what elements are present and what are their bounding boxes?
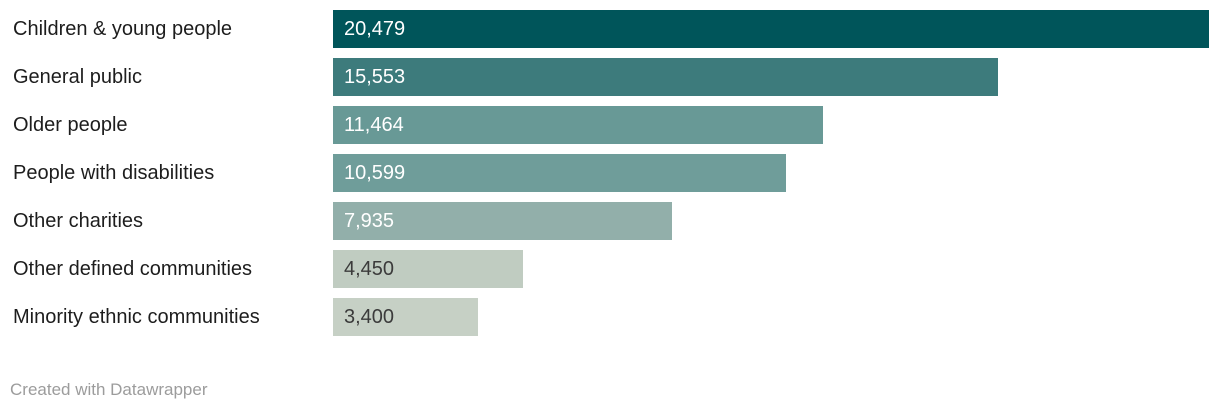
bar-row: People with disabilities 10,599 — [0, 149, 1220, 197]
bar: 7,935 — [333, 202, 672, 240]
bar-category-label: Other charities — [13, 210, 144, 232]
bar-category-label: General public — [13, 66, 142, 88]
bar-value-label: 20,479 — [344, 17, 406, 40]
bar: 15,553 — [333, 58, 998, 96]
bar: 10,599 — [333, 154, 786, 192]
bar-value-label: 11,464 — [344, 113, 404, 136]
bar-row: Other defined communities 4,450 — [0, 245, 1220, 293]
bar-rows: Children & young people 20,479 General p… — [0, 5, 1220, 341]
bar-value-label: 15,553 — [344, 65, 406, 88]
bar-category-label: Minority ethnic communities — [13, 306, 260, 328]
bar: 3,400 — [333, 298, 478, 336]
bar: 11,464 — [333, 106, 823, 144]
bar-category-label: Older people — [13, 114, 128, 136]
bar-row: Older people 11,464 — [0, 101, 1220, 149]
bar-value-label: 4,450 — [344, 257, 395, 280]
bar: 20,479 — [333, 10, 1209, 48]
bar-row: Children & young people 20,479 — [0, 5, 1220, 53]
bar-value-label: 3,400 — [344, 305, 395, 328]
bar-row: Minority ethnic communities 3,400 — [0, 293, 1220, 341]
bar-category-label: Children & young people — [13, 18, 233, 40]
bar-row: General public 15,553 — [0, 53, 1220, 101]
bar-category-label: Other defined communities — [13, 258, 253, 280]
bar-value-label: 10,599 — [344, 161, 406, 184]
datawrapper-credit-link[interactable]: Created with Datawrapper — [10, 380, 208, 399]
bar-category-label: People with disabilities — [13, 162, 215, 184]
bar-row: Other charities 7,935 — [0, 197, 1220, 245]
bar: 4,450 — [333, 250, 523, 288]
bar-value-label: 7,935 — [344, 209, 395, 232]
